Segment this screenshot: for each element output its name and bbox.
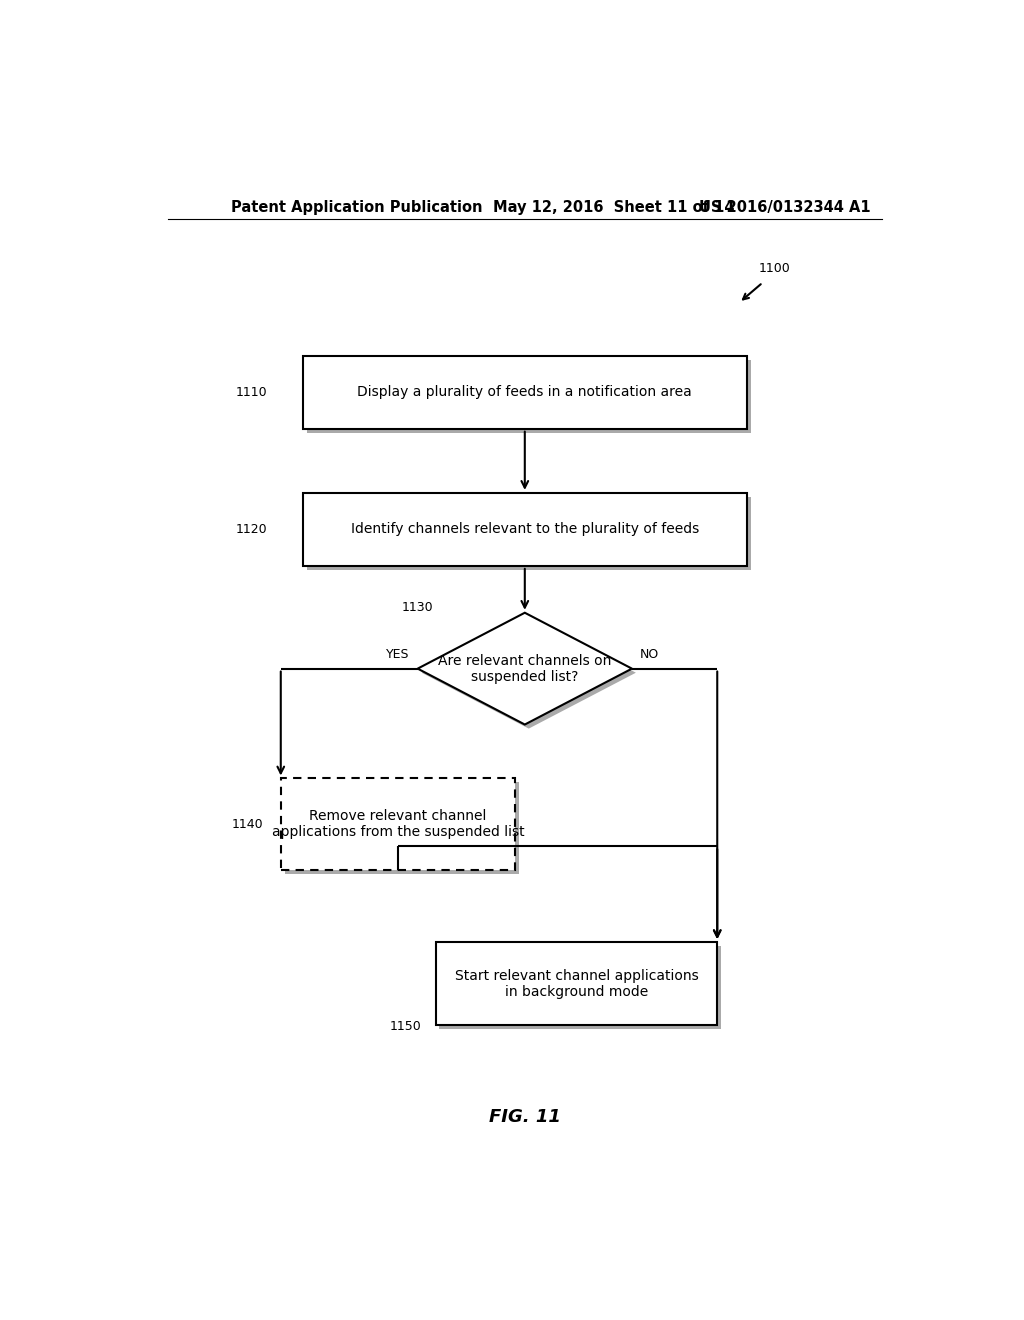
Text: 1130: 1130 (401, 601, 433, 614)
Text: NO: NO (640, 648, 659, 660)
Text: 1150: 1150 (390, 1020, 422, 1034)
Text: Are relevant channels on
suspended list?: Are relevant channels on suspended list? (438, 653, 611, 684)
Text: Display a plurality of feeds in a notification area: Display a plurality of feeds in a notifi… (357, 385, 692, 399)
Polygon shape (306, 496, 751, 570)
Text: Identify channels relevant to the plurality of feeds: Identify channels relevant to the plural… (350, 523, 699, 536)
Polygon shape (285, 783, 519, 874)
Text: 1120: 1120 (236, 523, 267, 536)
Text: Remove relevant channel
applications from the suspended list: Remove relevant channel applications fro… (271, 809, 524, 840)
Polygon shape (422, 616, 636, 729)
Text: 1100: 1100 (759, 263, 791, 276)
Text: May 12, 2016  Sheet 11 of 14: May 12, 2016 Sheet 11 of 14 (494, 199, 734, 215)
Text: 1140: 1140 (231, 817, 263, 830)
Polygon shape (435, 942, 717, 1026)
Text: YES: YES (386, 648, 410, 660)
Polygon shape (418, 612, 632, 725)
Polygon shape (439, 946, 721, 1030)
Text: Start relevant channel applications
in background mode: Start relevant channel applications in b… (455, 969, 698, 999)
Text: 1110: 1110 (236, 385, 267, 399)
Polygon shape (303, 355, 748, 429)
Polygon shape (303, 492, 748, 566)
Polygon shape (281, 779, 515, 870)
Text: Patent Application Publication: Patent Application Publication (231, 199, 482, 215)
Text: FIG. 11: FIG. 11 (488, 1107, 561, 1126)
Polygon shape (306, 359, 751, 433)
Text: US 2016/0132344 A1: US 2016/0132344 A1 (699, 199, 871, 215)
